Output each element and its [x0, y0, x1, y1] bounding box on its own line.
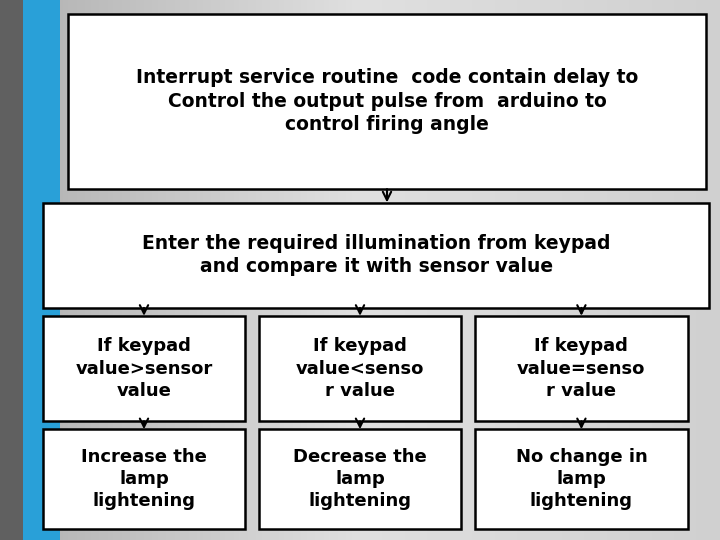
FancyBboxPatch shape	[259, 429, 461, 529]
Text: Enter the required illumination from keypad
and compare it with sensor value: Enter the required illumination from key…	[142, 234, 611, 276]
FancyBboxPatch shape	[475, 316, 688, 421]
FancyBboxPatch shape	[43, 202, 709, 308]
Text: No change in
lamp
lightening: No change in lamp lightening	[516, 448, 647, 510]
FancyBboxPatch shape	[43, 316, 245, 421]
Text: If keypad
value<senso
r value: If keypad value<senso r value	[296, 338, 424, 400]
Text: If keypad
value>sensor
value: If keypad value>sensor value	[76, 338, 212, 400]
FancyBboxPatch shape	[23, 0, 60, 540]
Text: If keypad
value=senso
r value: If keypad value=senso r value	[517, 338, 646, 400]
FancyBboxPatch shape	[0, 0, 40, 540]
Text: Interrupt service routine  code contain delay to
Control the output pulse from  : Interrupt service routine code contain d…	[136, 68, 638, 134]
FancyBboxPatch shape	[259, 316, 461, 421]
Text: Increase the
lamp
lightening: Increase the lamp lightening	[81, 448, 207, 510]
FancyBboxPatch shape	[43, 429, 245, 529]
FancyBboxPatch shape	[475, 429, 688, 529]
FancyBboxPatch shape	[68, 14, 706, 189]
Text: Decrease the
lamp
lightening: Decrease the lamp lightening	[293, 448, 427, 510]
